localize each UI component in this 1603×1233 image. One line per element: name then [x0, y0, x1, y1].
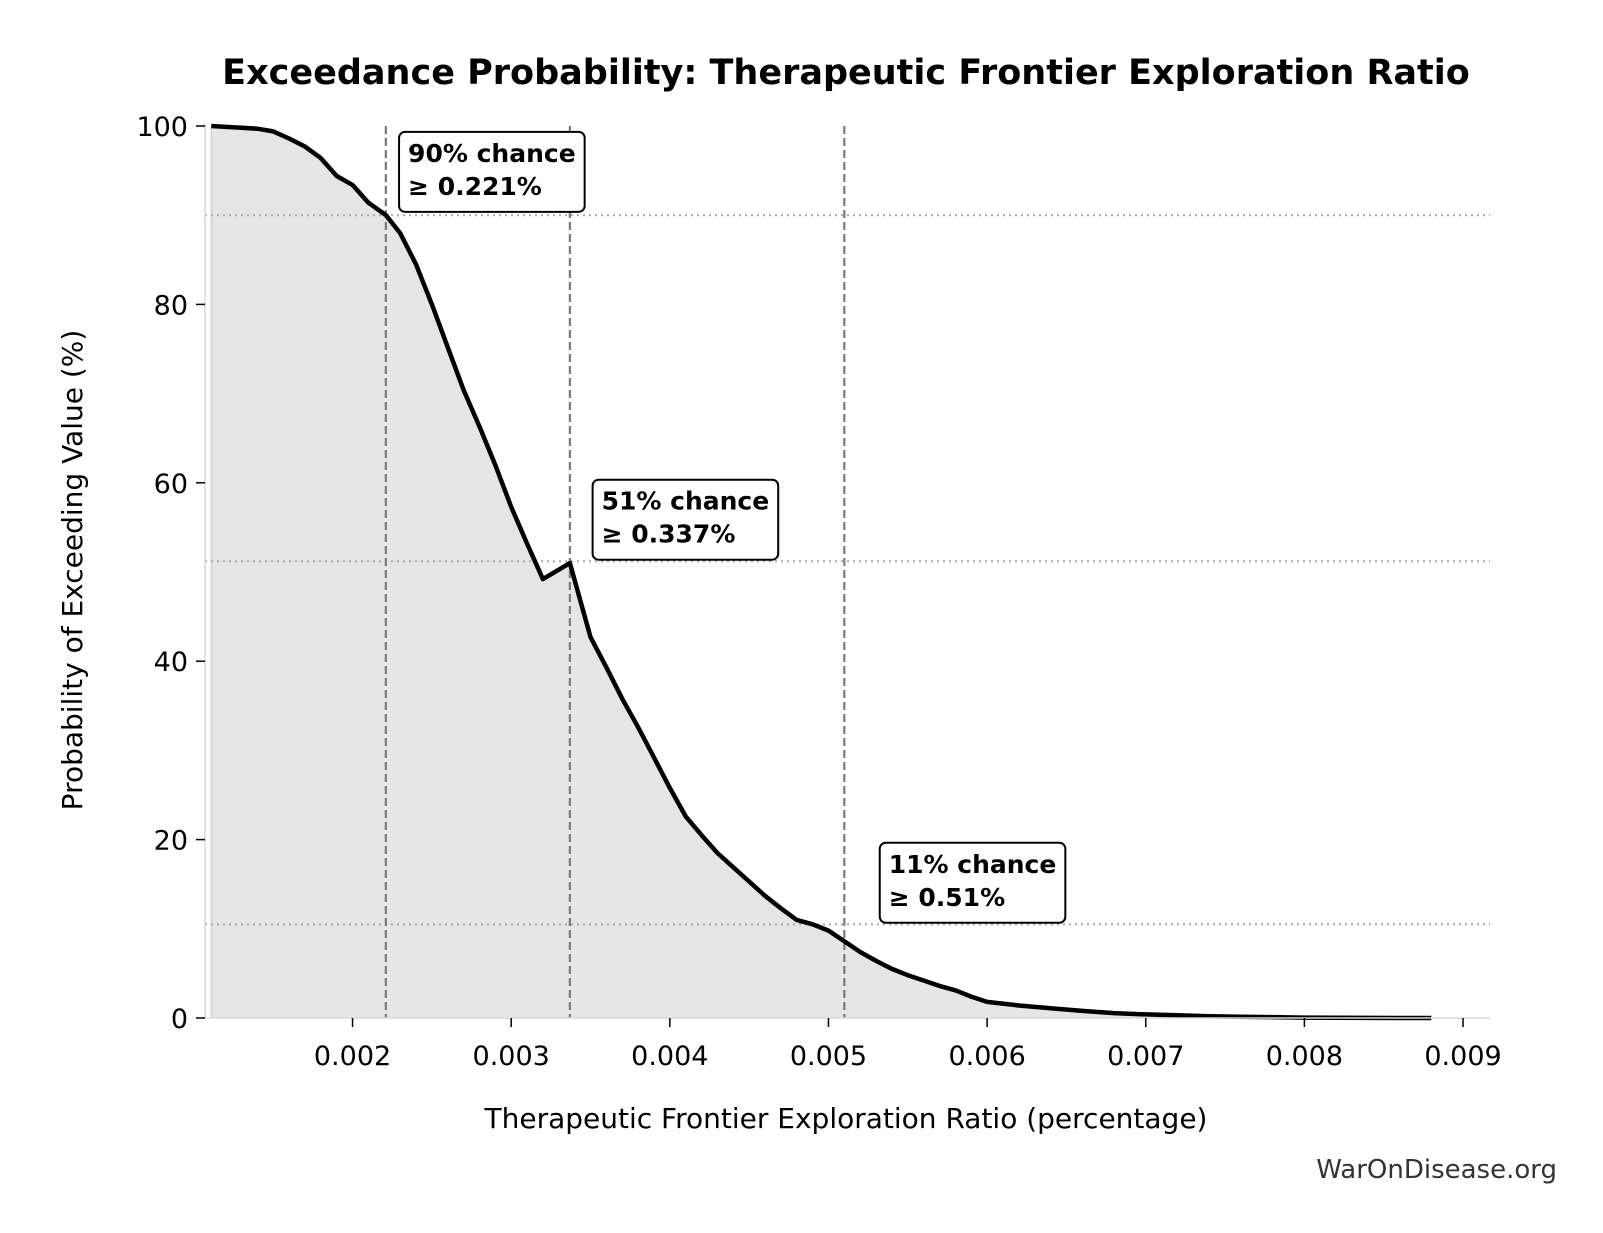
x-tick-label: 0.008	[1266, 1041, 1343, 1072]
y-axis-label: Probability of Exceeding Value (%)	[56, 330, 89, 811]
annotation-line1: 11% chance	[889, 850, 1057, 879]
y-tick-label: 40	[154, 647, 188, 678]
y-tick-label: 0	[171, 1004, 188, 1035]
y-tick-label: 60	[154, 469, 188, 500]
x-tick-label: 0.007	[1107, 1041, 1184, 1072]
y-tick-label: 20	[154, 826, 188, 857]
x-tick-label: 0.004	[631, 1041, 708, 1072]
annotation-box-1	[398, 130, 586, 213]
annotation-line1: 51% chance	[602, 487, 770, 516]
x-tick-label: 0.006	[948, 1041, 1025, 1072]
exceedance-curve	[211, 123, 1432, 1021]
x-tick-label: 0.009	[1424, 1041, 1501, 1072]
x-tick-label: 0.002	[314, 1041, 391, 1072]
annotation-line2: ≥ 0.221%	[408, 172, 542, 201]
area-fill	[211, 126, 1432, 1018]
x-tick-label: 0.003	[473, 1041, 550, 1072]
x-tick-label: 0.005	[790, 1041, 867, 1072]
watermark: WarOnDisease.org	[1316, 1155, 1557, 1185]
annotation-box-3	[878, 841, 1067, 924]
annotation-line1: 90% chance	[408, 139, 576, 168]
x-axis-label: Therapeutic Frontier Exploration Ratio (…	[484, 1102, 1208, 1135]
y-tick-label: 80	[154, 290, 188, 321]
y-tick-label: 100	[136, 112, 188, 143]
annotation-box-2	[591, 478, 780, 561]
plot-area: 0 20 40 60 80 100 0.002 0.003 0.004 0.005 0.006 0.0…	[136, 112, 1501, 1072]
annotation-line2: ≥ 0.51%	[889, 883, 1005, 912]
annotation-line2: ≥ 0.337%	[602, 520, 736, 549]
chart-title: Exceedance Probability: Therapeutic Fron…	[222, 53, 1470, 93]
